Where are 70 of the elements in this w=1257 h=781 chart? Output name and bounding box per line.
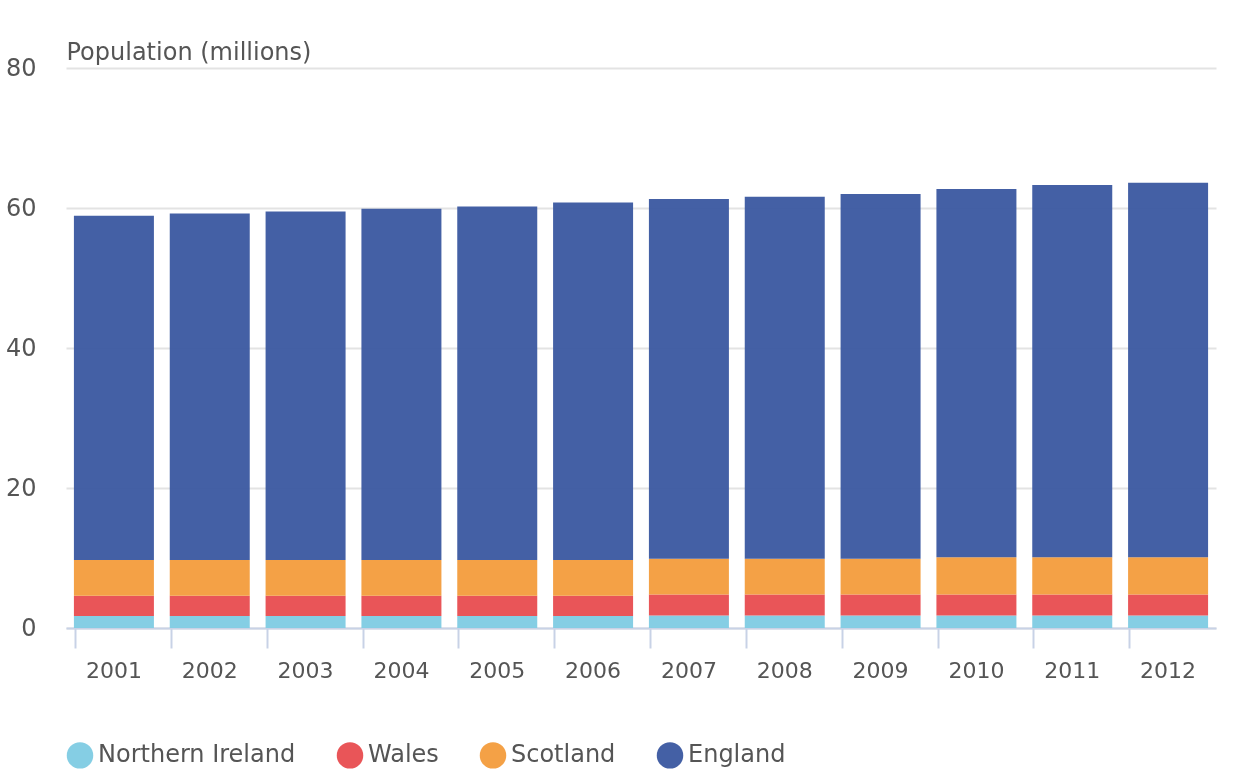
- bar: [1128, 594, 1209, 616]
- bar: [744, 615, 825, 628]
- legend-label: Scotland: [511, 740, 616, 769]
- bar: [73, 215, 154, 561]
- bar: [265, 560, 346, 596]
- y-tick-label: 40: [5, 333, 37, 362]
- bar: [361, 560, 442, 596]
- bar: [1128, 182, 1209, 558]
- bar: [169, 616, 250, 628]
- bar: [265, 211, 346, 561]
- bar: [1032, 557, 1113, 595]
- bar: [457, 206, 538, 561]
- x-tick-label: 2002: [181, 657, 238, 683]
- x-tick-label: 2010: [948, 657, 1005, 683]
- bar: [648, 594, 729, 616]
- bar: [361, 208, 442, 561]
- bar: [648, 558, 729, 595]
- bar: [457, 616, 538, 628]
- bar: [936, 189, 1017, 558]
- bar: [553, 595, 634, 617]
- bar: [169, 560, 250, 596]
- bar: [457, 595, 538, 617]
- bar: [744, 196, 825, 559]
- x-tick-label: 2011: [1044, 657, 1101, 683]
- x-tick-label: 2006: [565, 657, 622, 683]
- bar: [361, 616, 442, 628]
- bar: [936, 557, 1017, 595]
- bar: [169, 595, 250, 617]
- legend-label: Wales: [368, 740, 439, 769]
- x-tick-label: 2004: [373, 657, 430, 683]
- bar: [553, 616, 634, 628]
- bar: [457, 560, 538, 596]
- bar: [840, 194, 921, 559]
- bar: [744, 558, 825, 595]
- bar: [1128, 557, 1209, 595]
- x-tick-label: 2001: [85, 657, 142, 683]
- bar: [648, 198, 729, 559]
- bar: [73, 616, 154, 628]
- bar: [1128, 615, 1209, 628]
- legend-label: England: [688, 740, 786, 769]
- x-tick-label: 2008: [756, 657, 813, 683]
- bar: [1032, 594, 1113, 616]
- bar: [553, 560, 634, 596]
- x-tick-label: 2012: [1140, 657, 1197, 683]
- bar: [840, 558, 921, 595]
- bar: [744, 594, 825, 616]
- x-tick-label: 2009: [852, 657, 909, 683]
- bar: [553, 202, 634, 561]
- bar: [840, 615, 921, 628]
- bar: [1032, 184, 1113, 558]
- y-tick-label: 20: [5, 473, 37, 502]
- bar: [265, 595, 346, 617]
- y-axis-title: Population (millions): [66, 37, 312, 66]
- bar: [265, 616, 346, 628]
- bar: [840, 594, 921, 616]
- bar: [73, 560, 154, 596]
- legend-label: Northern Ireland: [98, 740, 296, 769]
- x-tick-label: 2007: [660, 657, 717, 683]
- bar: [648, 615, 729, 628]
- y-tick-label: 0: [21, 613, 37, 642]
- bar: [361, 595, 442, 617]
- x-tick-label: 2005: [469, 657, 526, 683]
- x-tick-label: 2003: [277, 657, 334, 683]
- bar: [1032, 615, 1113, 628]
- bar: [936, 594, 1017, 616]
- y-tick-label: 80: [5, 53, 37, 82]
- bar: [936, 615, 1017, 628]
- bar: [169, 213, 250, 561]
- y-tick-label: 60: [5, 193, 37, 222]
- bar: [73, 595, 154, 617]
